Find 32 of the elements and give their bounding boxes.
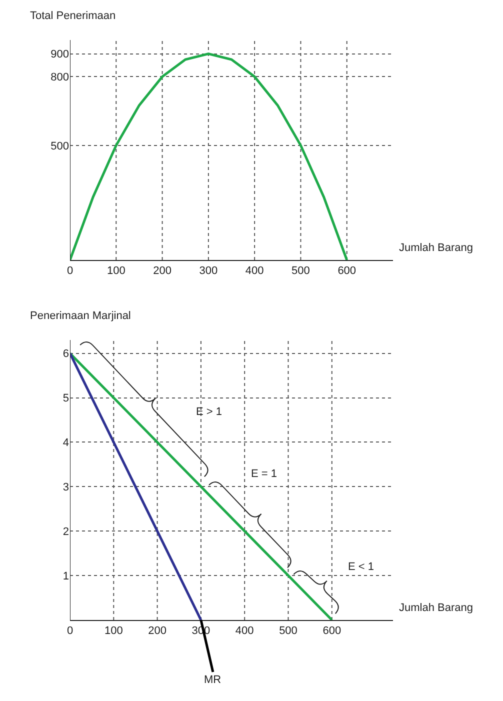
x-tick-label: 0 xyxy=(66,265,74,278)
y-axis-title: Total Penerimaan xyxy=(30,10,116,22)
y-tick-label: 2 xyxy=(62,526,69,538)
x-axis-title: Jumlah Barang xyxy=(399,602,473,614)
x-tick-label: 0 xyxy=(66,625,74,638)
x-tick-label: 200 xyxy=(148,625,166,638)
y-tick-label: 800 xyxy=(50,72,69,84)
y-tick-label: 5 xyxy=(62,392,69,405)
x-tick-label: 400 xyxy=(245,265,264,278)
x-tick-label: 400 xyxy=(235,625,254,638)
annotation: E < 1 xyxy=(348,561,374,573)
x-tick-label: 100 xyxy=(106,265,126,278)
y-tick-label: 900 xyxy=(50,48,69,61)
y-tick-label: 500 xyxy=(50,140,69,152)
x-tick-label: 500 xyxy=(292,265,310,278)
y-tick-label: 1 xyxy=(62,570,69,582)
x-axis-title: Jumlah Barang xyxy=(399,242,473,254)
x-tick-label: 300 xyxy=(199,265,218,278)
x-tick-label: 100 xyxy=(104,625,123,638)
y-tick-label: 3 xyxy=(62,482,69,494)
annotation: E = 1 xyxy=(251,468,277,480)
line-series xyxy=(70,52,348,260)
x-tick-label: 600 xyxy=(322,625,342,638)
x-tick-label: 200 xyxy=(153,265,172,278)
x-tick-label: 600 xyxy=(338,265,356,278)
y-axis-title: Penerimaan Marjinal xyxy=(30,310,131,322)
annotation: MR xyxy=(204,674,222,686)
annotation: E > 1 xyxy=(196,406,222,418)
x-tick-label: 500 xyxy=(279,625,298,638)
y-tick-label: 4 xyxy=(62,437,69,450)
y-tick-label: 6 xyxy=(62,348,69,360)
line-series xyxy=(70,352,334,620)
